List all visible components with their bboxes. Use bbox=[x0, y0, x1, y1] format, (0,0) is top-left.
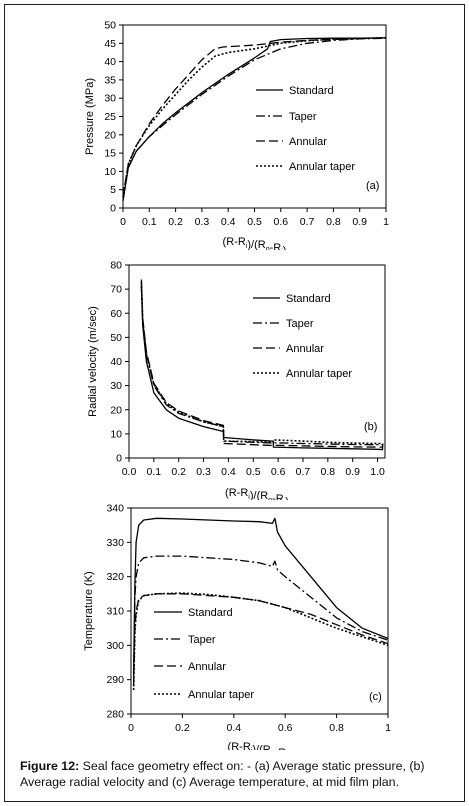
x-tick-label: 0.6 bbox=[278, 722, 293, 734]
x-axis-label: (R-Ri)/(Ro-Ri) bbox=[225, 487, 289, 500]
legend-label: Taper bbox=[289, 111, 317, 123]
x-tick-label: 0.6 bbox=[273, 216, 288, 228]
chart-temperature: 280 290 300 310 320 330 340 0 0.2 0.4 0.6 0.8 1 (R-Ri… bbox=[83, 503, 391, 751]
y-tick-label: 330 bbox=[106, 537, 124, 549]
figure-caption: Figure 12: Seal face geometry effect on:… bbox=[20, 758, 456, 790]
x-tick-label: 0.3 bbox=[195, 216, 210, 228]
x-tick-label: 0 bbox=[120, 216, 126, 228]
x-tick-label: 0.8 bbox=[321, 466, 336, 478]
x-tick-label: 0.6 bbox=[271, 466, 286, 478]
x-tick-label: 0.4 bbox=[221, 216, 236, 228]
series-line-standard bbox=[122, 37, 387, 201]
x-tick-label: 0.2 bbox=[171, 466, 186, 478]
y-tick-label: 50 bbox=[110, 332, 122, 344]
series-line-taper bbox=[140, 286, 383, 446]
y-tick-label: 0 bbox=[110, 203, 116, 215]
y-tick-label: 50 bbox=[104, 20, 116, 32]
x-tick-label: 0.2 bbox=[175, 722, 190, 734]
series-line-annular bbox=[122, 37, 387, 198]
y-tick-label: 15 bbox=[104, 148, 116, 160]
legend-label: Standard bbox=[188, 607, 233, 619]
series-line-standard bbox=[140, 284, 384, 451]
caption-label: Figure 12: bbox=[20, 759, 80, 773]
y-axis-label: Radial velocity (m/sec) bbox=[87, 306, 99, 417]
series-line-annular-taper bbox=[122, 37, 387, 198]
legend-label: Annular taper bbox=[286, 368, 352, 380]
y-tick-label: 290 bbox=[106, 674, 124, 686]
y-tick-label: 300 bbox=[106, 640, 124, 652]
x-tick-label: 0.1 bbox=[142, 216, 157, 228]
x-axis-label: (R-Ri)/(Ro-Ri) bbox=[223, 236, 287, 250]
caption-text: Seal face geometry effect on: - (a) Aver… bbox=[20, 759, 425, 789]
series-line-annular bbox=[132, 593, 389, 687]
legend-label: Taper bbox=[188, 634, 216, 646]
chart-pressure: 0 5 10 15 20 25 30 35 40 45 50 0 0.1 0.2 0.3 0.4 0.5 0.6 0… bbox=[84, 20, 389, 251]
series-line-annular bbox=[140, 279, 383, 448]
y-axis-label: Pressure (MPa) bbox=[84, 78, 96, 155]
chart-radial-velocity: 0 10 20 30 40 50 60 70 80 0.0 0.1 0.2 0.3 0.4 0.5 0.6 0.… bbox=[87, 260, 386, 500]
x-tick-label: 0.0 bbox=[122, 466, 137, 478]
legend-label: Annular bbox=[188, 661, 226, 673]
y-tick-label: 310 bbox=[106, 606, 124, 618]
x-tick-label: 0.5 bbox=[247, 216, 262, 228]
y-tick-label: 45 bbox=[104, 38, 116, 50]
y-tick-label: 70 bbox=[110, 284, 122, 296]
y-tick-label: 320 bbox=[106, 571, 124, 583]
panel-label: (b) bbox=[364, 421, 377, 433]
series-line-annular-taper bbox=[140, 281, 383, 445]
y-tick-label: 35 bbox=[104, 74, 116, 86]
y-tick-label: 5 bbox=[110, 184, 116, 196]
y-tick-label: 40 bbox=[110, 356, 122, 368]
legend-label: Annular bbox=[286, 343, 324, 355]
x-tick-label: 0.7 bbox=[300, 216, 315, 228]
y-tick-label: 40 bbox=[104, 56, 116, 68]
series-line-annular-taper bbox=[132, 592, 389, 691]
x-tick-label: 0.1 bbox=[147, 466, 162, 478]
y-tick-label: 30 bbox=[110, 380, 122, 392]
x-tick-label: 0.2 bbox=[168, 216, 183, 228]
legend-label: Standard bbox=[286, 293, 331, 305]
legend-label: Annular taper bbox=[188, 689, 254, 701]
y-tick-label: 10 bbox=[104, 166, 116, 178]
y-tick-label: 20 bbox=[104, 129, 116, 141]
series-line-taper bbox=[132, 555, 389, 680]
panel-label: (c) bbox=[369, 691, 382, 703]
y-tick-label: 10 bbox=[110, 428, 122, 440]
figure-frame bbox=[4, 4, 465, 802]
x-tick-label: 0.9 bbox=[345, 466, 360, 478]
x-tick-label: 1.0 bbox=[370, 466, 385, 478]
x-tick-label: 0.4 bbox=[221, 466, 236, 478]
y-tick-label: 80 bbox=[110, 260, 122, 272]
series-line-taper bbox=[122, 37, 387, 201]
x-tick-label: 0.8 bbox=[329, 722, 344, 734]
x-axis-label: (R-Ri)/(Ro-Ri) bbox=[228, 741, 292, 750]
x-tick-label: 0.4 bbox=[226, 722, 241, 734]
plot-area-frame bbox=[128, 264, 386, 459]
plot-area-frame bbox=[122, 24, 387, 209]
y-tick-label: 25 bbox=[104, 111, 116, 123]
y-tick-label: 340 bbox=[106, 503, 124, 515]
plot-area-frame bbox=[130, 507, 389, 715]
x-tick-label: 1 bbox=[385, 722, 391, 734]
legend-label: Annular taper bbox=[289, 161, 355, 173]
y-axis-label: Temperature (K) bbox=[83, 571, 95, 650]
x-tick-label: 0 bbox=[128, 722, 134, 734]
x-tick-label: 1 bbox=[383, 216, 389, 228]
series-line-standard bbox=[132, 517, 389, 673]
x-tick-label: 0.9 bbox=[352, 216, 367, 228]
y-tick-label: 0 bbox=[116, 453, 122, 465]
y-tick-label: 30 bbox=[104, 93, 116, 105]
x-tick-label: 0.5 bbox=[246, 466, 261, 478]
y-tick-label: 60 bbox=[110, 308, 122, 320]
legend-label: Standard bbox=[289, 85, 334, 97]
legend-label: Taper bbox=[286, 318, 314, 330]
x-tick-label: 0.8 bbox=[326, 216, 341, 228]
x-tick-label: 0.3 bbox=[196, 466, 211, 478]
x-tick-label: 0.7 bbox=[296, 466, 311, 478]
y-tick-label: 280 bbox=[106, 709, 124, 721]
legend-label: Annular bbox=[289, 136, 327, 148]
y-tick-label: 20 bbox=[110, 404, 122, 416]
panel-label: (a) bbox=[366, 180, 379, 192]
